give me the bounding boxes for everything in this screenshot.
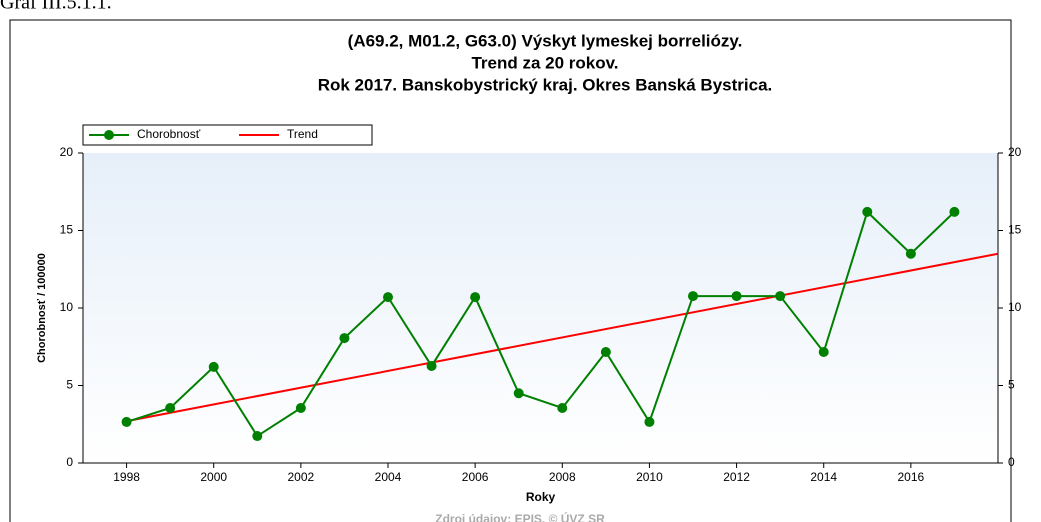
series-line bbox=[126, 210, 956, 438]
y-tick-label: 5 bbox=[66, 378, 73, 392]
point bbox=[731, 291, 742, 302]
point bbox=[600, 347, 611, 358]
point bbox=[470, 292, 481, 303]
point bbox=[339, 333, 350, 344]
caption: Graf III.5.1.1. bbox=[0, 0, 112, 14]
point bbox=[383, 292, 393, 303]
y-tick-label: 0 bbox=[66, 455, 73, 469]
point bbox=[252, 431, 263, 442]
y-tick-label: 10 bbox=[60, 300, 74, 314]
point bbox=[295, 402, 306, 413]
series-line bbox=[126, 252, 999, 423]
frame bbox=[9, 19, 1012, 522]
point bbox=[949, 206, 960, 217]
y2-tick-label: 0 bbox=[1008, 455, 1015, 469]
y-tick-label: 20 bbox=[60, 145, 74, 159]
chart-title: Rok 2017. Banskobystrický kraj. Okres Ba… bbox=[318, 75, 773, 94]
x-tick-label: 2002 bbox=[288, 470, 315, 484]
legend-box bbox=[82, 124, 373, 146]
point bbox=[818, 347, 829, 358]
chart-title: Trend za 20 rokov. bbox=[471, 53, 618, 72]
point bbox=[644, 416, 655, 427]
y-tick-label: 15 bbox=[60, 223, 74, 237]
chart-title: (A69.2, M01.2, G63.0) Výskyt lymeskej bo… bbox=[348, 31, 743, 50]
x-tick-label: 2016 bbox=[898, 470, 925, 484]
x-tick-label: 2004 bbox=[375, 470, 402, 484]
point bbox=[775, 291, 786, 302]
x-tick-label: 2008 bbox=[549, 470, 576, 484]
source: Zdroj údajov: EPIS, © ÚVZ SR bbox=[435, 511, 605, 522]
point bbox=[513, 388, 524, 399]
x-tick-label: 2010 bbox=[636, 470, 663, 484]
point bbox=[905, 248, 916, 259]
x-tick-label: 2006 bbox=[462, 470, 489, 484]
point bbox=[165, 402, 176, 413]
y2-tick-label: 5 bbox=[1008, 378, 1015, 392]
point bbox=[557, 402, 568, 413]
plot-area bbox=[83, 153, 998, 463]
y2-tick-label: 15 bbox=[1008, 223, 1022, 237]
legend-label: Trend bbox=[287, 127, 318, 141]
point bbox=[688, 291, 698, 302]
y-axis-label: Chorobnosť / 100000 bbox=[36, 253, 48, 363]
x-tick-label: 2012 bbox=[723, 470, 750, 484]
y2-tick-label: 10 bbox=[1008, 300, 1022, 314]
legend-marker bbox=[104, 130, 114, 140]
point bbox=[208, 361, 219, 372]
x-tick-label: 2000 bbox=[200, 470, 227, 484]
x-axis-label: Roky bbox=[526, 490, 556, 504]
point bbox=[121, 416, 132, 427]
legend-label: Chorobnosť bbox=[137, 127, 201, 141]
point bbox=[862, 206, 873, 217]
point bbox=[426, 360, 437, 371]
y2-tick-label: 20 bbox=[1008, 145, 1022, 159]
x-tick-label: 2014 bbox=[810, 470, 837, 484]
x-tick-label: 1998 bbox=[113, 470, 140, 484]
